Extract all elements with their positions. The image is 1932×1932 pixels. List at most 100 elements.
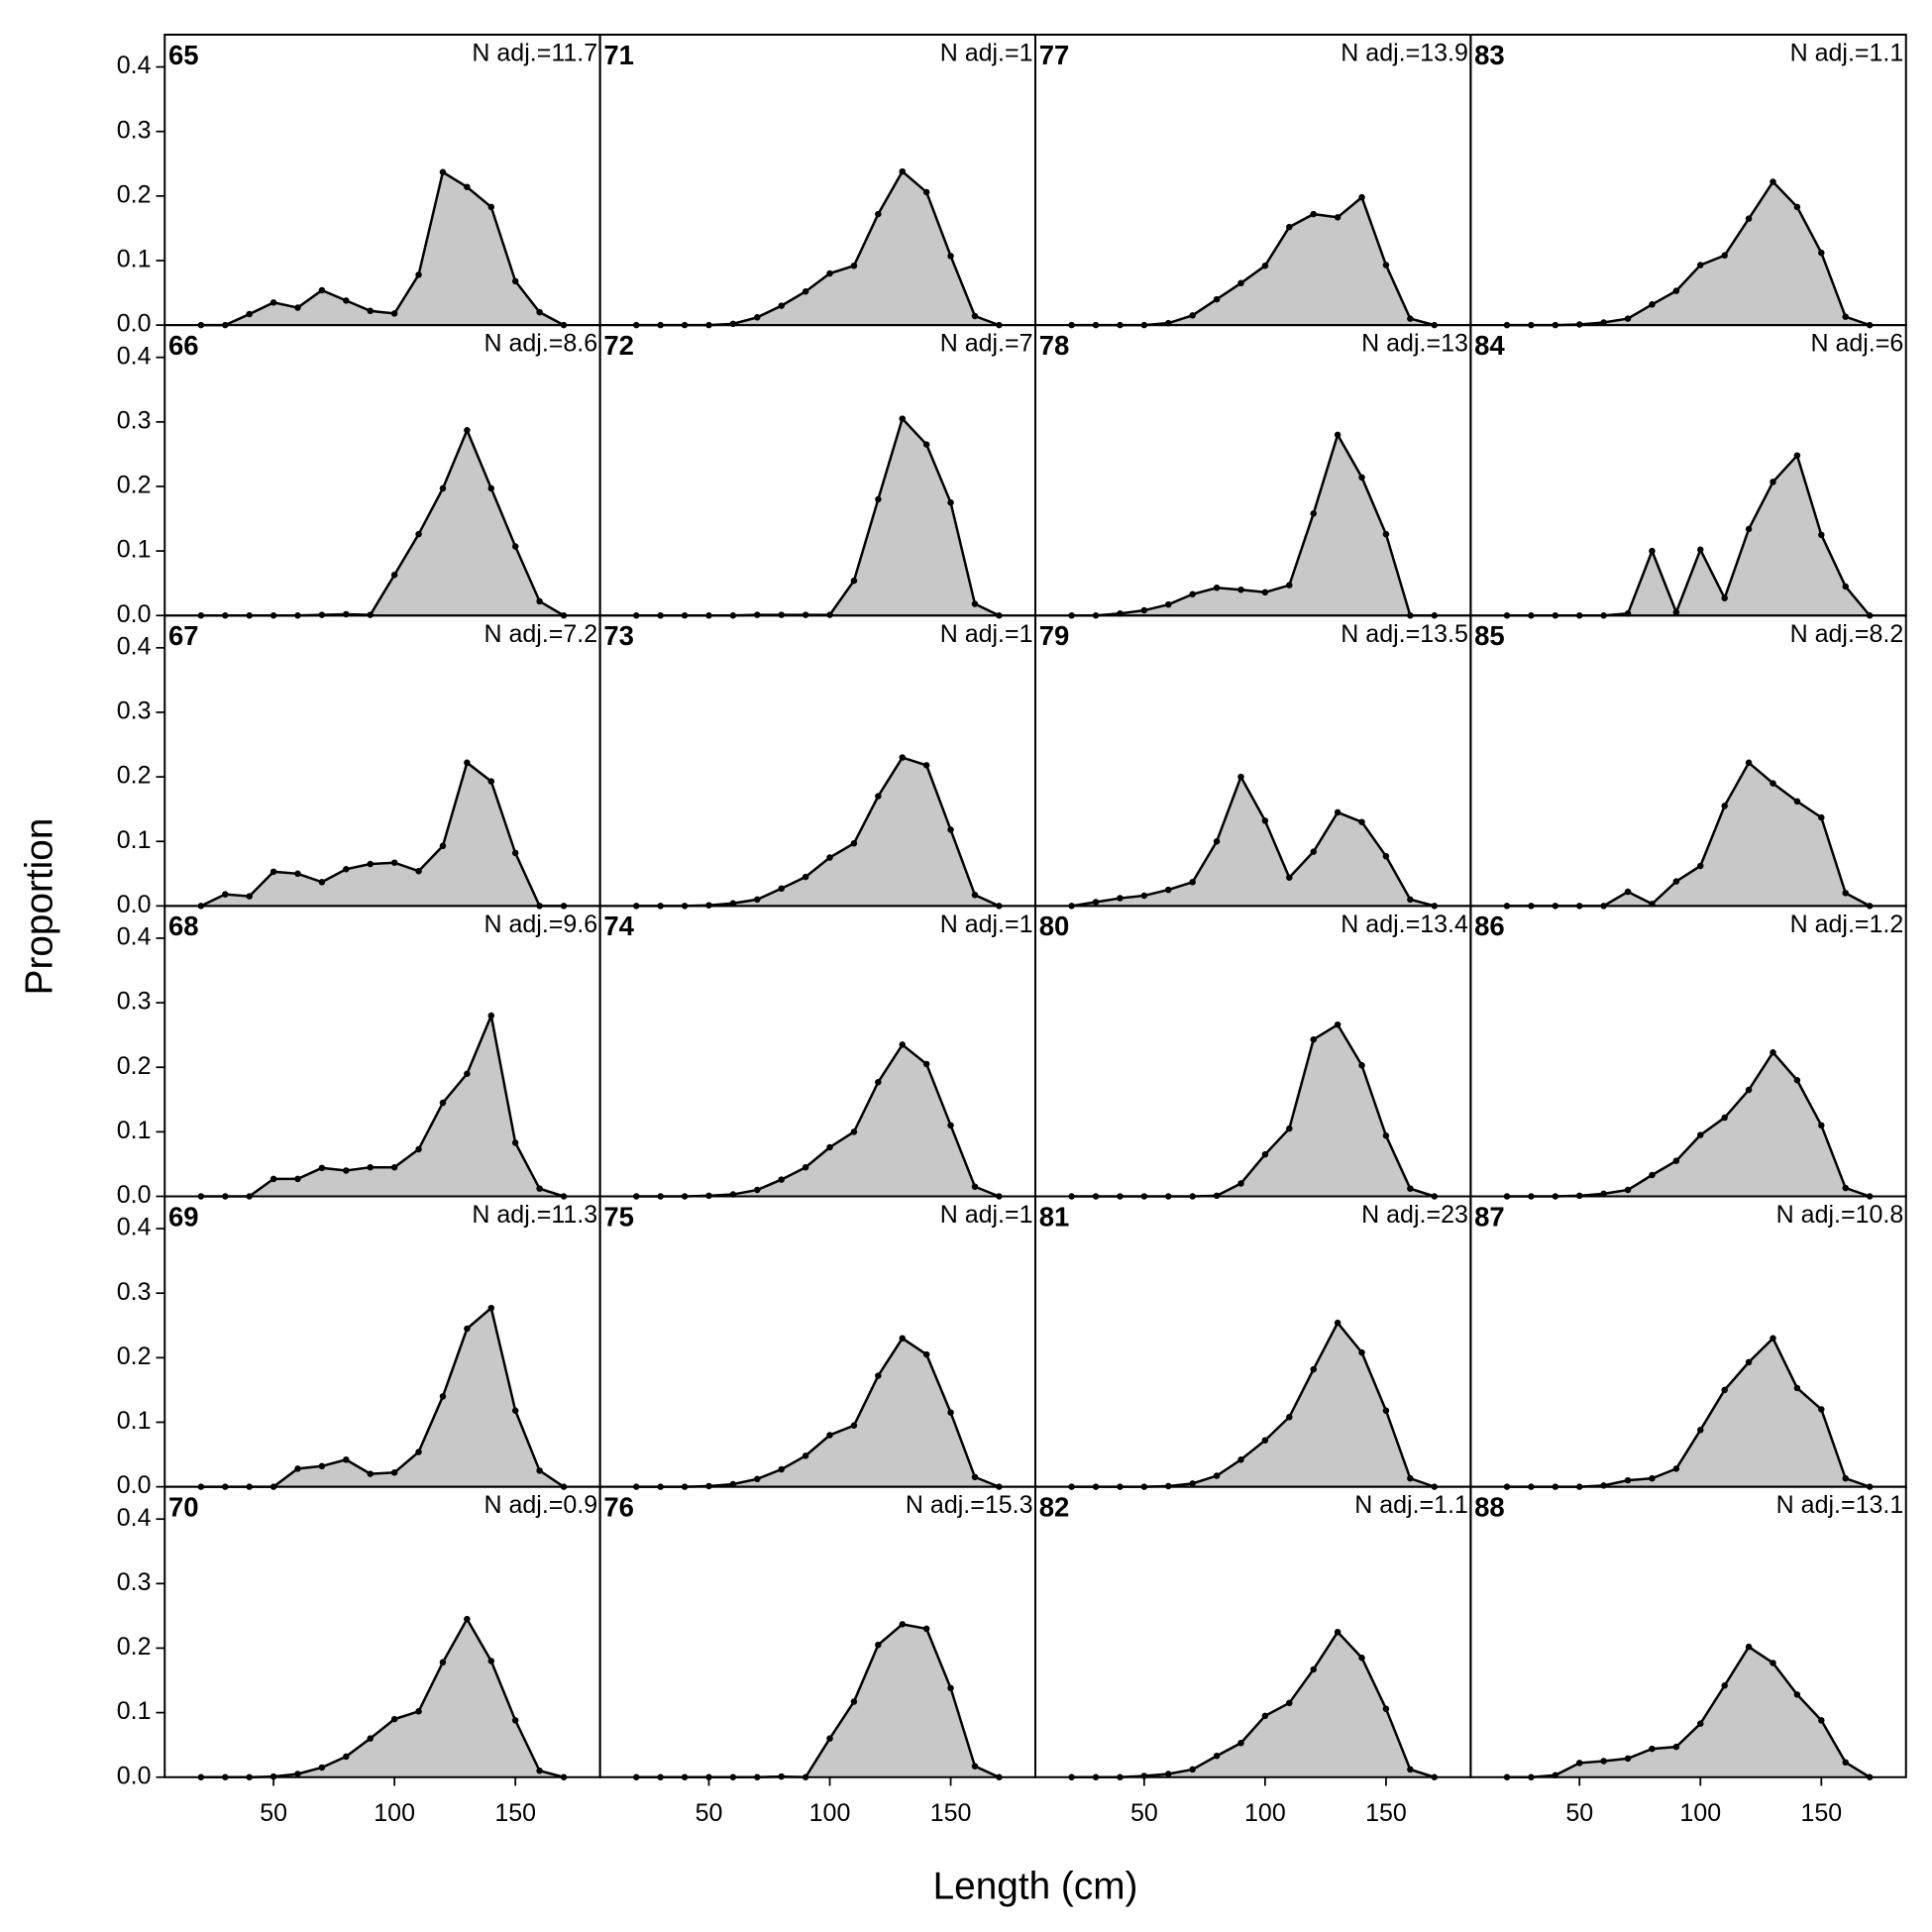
point [1793,1077,1801,1084]
point [367,1470,374,1477]
point [294,1771,301,1777]
point [1382,852,1390,860]
point [1237,586,1244,593]
point [1286,1125,1293,1132]
y-tick-label: 0.1 [117,536,152,564]
point [1697,1720,1704,1727]
y-tick-label: 0.4 [117,52,152,79]
point [1358,818,1365,825]
point [511,543,519,550]
point [294,1465,301,1472]
panel-title: 67 [168,620,199,651]
point [1793,1384,1801,1392]
panel-note: N adj.=13.5 [1341,620,1468,648]
point [1407,1185,1414,1192]
panel-frame [163,1195,601,1488]
y-axis-title: Proportion [19,818,61,996]
x-tick-label: 150 [1365,1799,1407,1827]
point [1382,1705,1390,1712]
y-tick-label: 0.4 [117,342,152,370]
area [636,1338,1000,1487]
point [439,842,447,850]
point [1672,878,1680,885]
point [850,577,858,585]
point [1407,1766,1414,1773]
panel-note: N adj.=8.2 [1790,620,1904,648]
panel-frame [1034,1195,1472,1488]
y-tick-label: 0.4 [117,632,152,660]
point [1649,301,1656,308]
point [1842,313,1849,320]
point [1697,862,1704,870]
y-tick-label: 0.0 [117,891,152,918]
area [1071,1632,1435,1777]
panel-frame [1469,324,1907,617]
point [415,530,422,538]
panel-title: 85 [1474,620,1505,651]
panel-note: N adj.=1.1 [1354,1491,1468,1519]
panel-frame [598,905,1036,1198]
point [899,754,906,761]
point [1092,899,1100,906]
point [1649,1745,1656,1753]
y-tick-label: 0.3 [117,698,152,725]
y-tick-label: 0.2 [117,762,152,790]
area [1071,1323,1435,1487]
panel-title: 70 [168,1491,199,1522]
point [971,1473,979,1481]
point [1237,1739,1244,1747]
point [1237,279,1244,287]
panel-note: N adj.=8.6 [483,330,597,358]
point [511,849,519,857]
line [200,760,565,908]
point [1407,1474,1414,1482]
panel-title: 68 [168,911,199,941]
area [200,430,565,616]
point [947,1122,954,1129]
point [1770,1335,1776,1342]
panel-note: N adj.=6 [1810,330,1903,358]
panel-frame [1469,1485,1907,1778]
point [439,1393,447,1400]
x-tick-label: 100 [809,1799,851,1827]
panel-title: 79 [1039,620,1070,651]
area [636,418,1000,616]
point [1842,1184,1849,1192]
point [802,1452,809,1459]
point [1286,223,1293,231]
panel-frame [598,614,1036,908]
point [415,1708,422,1715]
point [1818,813,1825,821]
point [1286,874,1293,881]
point [754,1186,761,1194]
point [826,1735,833,1742]
point [246,893,253,900]
point [269,868,277,876]
point [1721,1682,1728,1689]
point [947,826,954,833]
point [850,839,858,847]
area [1506,181,1871,326]
point [971,892,979,899]
panel-note: N adj.=11.3 [472,1201,597,1229]
point [1382,262,1390,268]
panel-note: N adj.=1.1 [1790,40,1904,67]
panel-title: 69 [168,1201,199,1232]
panel-note: N adj.=1 [940,911,1033,938]
point [1286,582,1293,589]
point [536,1185,543,1192]
area [1071,777,1435,907]
y-tick-label: 0.3 [117,988,152,1016]
panel-title: 65 [168,40,199,70]
point [1745,525,1753,533]
point [1117,895,1124,902]
point [439,1099,447,1107]
point [947,1409,954,1416]
panel-title: 75 [603,1201,634,1232]
panel-frame [1034,905,1472,1198]
point [1407,896,1414,904]
panel-title: 76 [603,1491,634,1522]
point [487,1304,495,1312]
point [511,1717,519,1724]
point [971,312,979,320]
